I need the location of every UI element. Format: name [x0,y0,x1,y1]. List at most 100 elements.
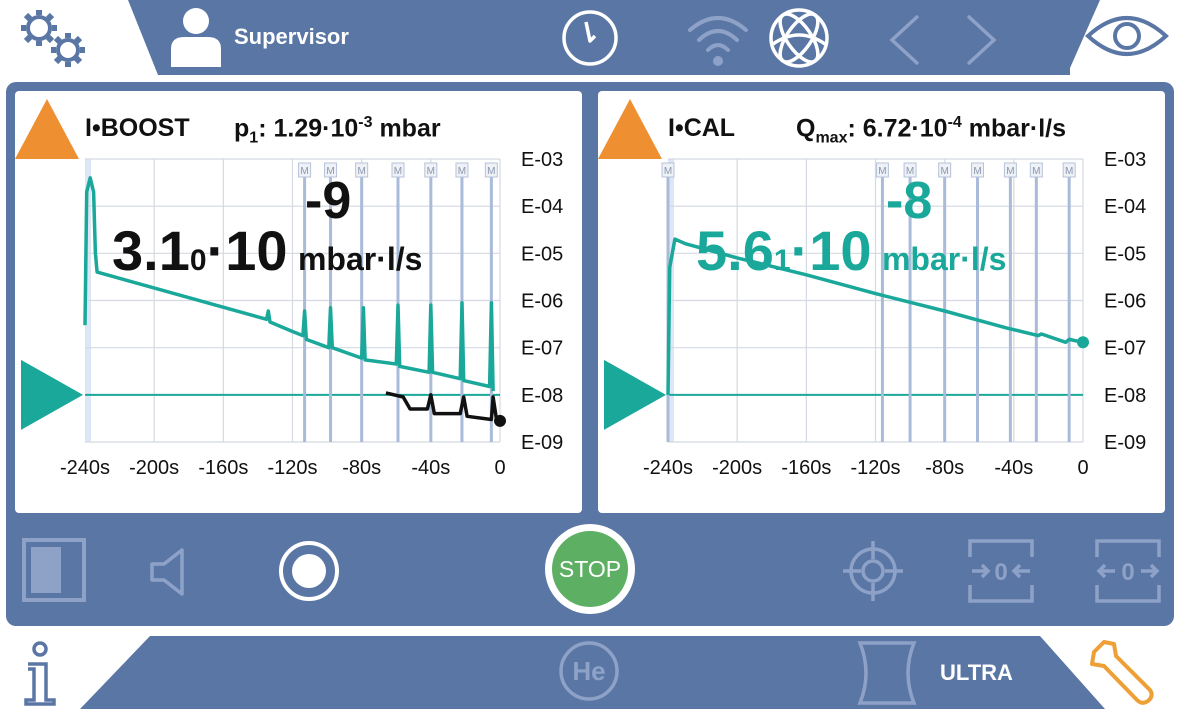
top-bar [128,0,1181,75]
right-marker-label: M [664,166,672,177]
right-marker-tag [1062,162,1076,178]
right-value-exponent: -8 [886,172,933,230]
left-leak-rate-chart: -240s -200s -160s -120s -80s -40s 0 E-03 E-04 E-0… [15,99,563,479]
network-globe-icon[interactable] [767,6,831,70]
chevron-left-icon[interactable] [884,12,924,68]
right-marker-label: M [973,166,981,177]
right-x-tick-label: 0 [1077,457,1088,479]
left-x-tick-label: -200s [129,457,179,479]
right-marker-label: M [940,166,948,177]
right-x-tick-label: -200s [712,457,762,479]
left-param-mantissa: 1.29·10 [273,114,359,143]
wifi-icon[interactable] [686,10,750,68]
left-value-main: 3.1 [112,219,190,282]
right-marker-tag [903,162,917,178]
left-param-exp: -3 [358,114,373,131]
right-warning-triangle-icon [598,99,662,159]
left-series-line-1 [385,391,501,423]
right-marker-label: M [906,166,914,177]
user-role-label[interactable]: Supervisor [234,24,349,49]
right-leak-rate-value: 5.61·10 mbar·l/s [696,218,1006,283]
clock-icon[interactable] [560,8,620,68]
right-x-tick-label: -80s [925,457,964,479]
stop-button[interactable]: STOP [543,522,637,616]
speaker-mute-icon[interactable] [148,548,188,596]
right-y-tick-label: E-08 [1104,385,1146,407]
left-marker-label: M [487,166,495,177]
right-marker-tag [661,162,675,178]
left-param-unit: mbar [379,114,441,143]
right-y-tick-label: E-03 [1104,149,1146,171]
left-x-tick-label: -160s [198,457,248,479]
left-value-unit: mbar·l/s [297,241,423,277]
left-value-exponent: -9 [305,172,352,230]
wrench-icon[interactable] [1088,638,1158,706]
left-x-tick-label: 0 [494,457,505,479]
left-x-tick-label: -80s [342,457,381,479]
left-marker-tag [391,162,405,178]
right-y-tick-label: E-05 [1104,243,1146,265]
left-marker-tag [355,162,369,178]
right-y-tick-label: E-09 [1104,432,1146,454]
left-value-times: ·10 [206,219,288,282]
left-marker-label: M [458,166,466,177]
right-qmax-readout: Qmax: 6.72·10-4 mbar·l/s [796,114,1067,147]
left-marker-tag [455,162,469,178]
left-y-tick-label: E-09 [521,432,563,454]
record-icon[interactable] [277,539,341,603]
right-marker-label: M [878,166,886,177]
target-icon[interactable] [841,539,905,603]
split-view-icon[interactable] [22,538,86,602]
left-marker-label: M [357,166,365,177]
left-marker-label: M [394,166,402,177]
left-marker-tag [298,162,312,178]
settings-gears-icon[interactable] [14,4,94,70]
left-marker-label: M [326,166,334,177]
left-marker-tag [324,162,338,178]
info-icon[interactable] [18,640,62,706]
right-marker-tag [938,162,952,178]
chevron-right-icon[interactable] [962,12,1002,68]
gas-label: He [572,656,606,686]
left-y-tick-label: E-04 [521,196,563,218]
right-x-tick-label: -120s [850,457,900,479]
stop-label: STOP [558,556,622,582]
right-marker-label: M [1065,166,1073,177]
user-icon[interactable] [168,5,224,67]
range-label: ULTRA [940,660,1013,685]
zero-in-icon[interactable]: 0 [968,539,1034,603]
left-measure-panel[interactable]: -240s -200s -160s -120s -80s -40s 0 E-03 E-04 E-0… [15,91,582,513]
right-param-unit: mbar·l/s [968,114,1067,143]
left-x-tick-label: -240s [60,457,110,479]
left-x-tick-label: -120s [267,457,317,479]
left-pressure-readout: p1: 1.29·10-3 mbar [234,114,441,147]
right-marker-tag [875,162,889,178]
right-value-times: ·10 [790,219,872,282]
right-marker-label: M [1032,166,1040,177]
right-marker-label: M [1006,166,1014,177]
left-marker-label: M [427,166,435,177]
right-series-line-0 [666,237,1084,395]
right-measure-panel[interactable]: -240s -200s -160s -120s -80s -40s 0 E-03 E-04 E-0… [598,91,1165,513]
right-leak-rate-chart: -240s -200s -160s -120s -80s -40s 0 E-03 E-04 E-0… [598,99,1146,479]
left-current-point [494,414,506,427]
left-threshold-pointer-icon [21,359,83,430]
right-marker-tag [1029,162,1043,178]
helium-icon[interactable]: He [558,640,620,702]
left-param-symbol: p [234,114,250,143]
right-param-sub: max [815,129,848,147]
left-series-line-0 [83,176,495,392]
right-marker-tag [1003,162,1017,178]
svg-text:0: 0 [1121,559,1134,586]
right-param-symbol: Q [796,114,816,143]
zero-out-icon[interactable]: 0 [1095,539,1161,603]
left-marker-label: M [300,166,308,177]
left-mode-label: I•BOOST [85,114,190,142]
right-current-point [1077,336,1089,349]
leak-ultra-icon[interactable] [856,640,918,706]
right-marker-tag [971,162,985,178]
left-y-tick-label: E-06 [521,291,563,313]
eye-icon[interactable] [1084,10,1170,62]
right-value-main: 5.6 [696,219,774,282]
left-y-tick-label: E-05 [521,243,563,265]
